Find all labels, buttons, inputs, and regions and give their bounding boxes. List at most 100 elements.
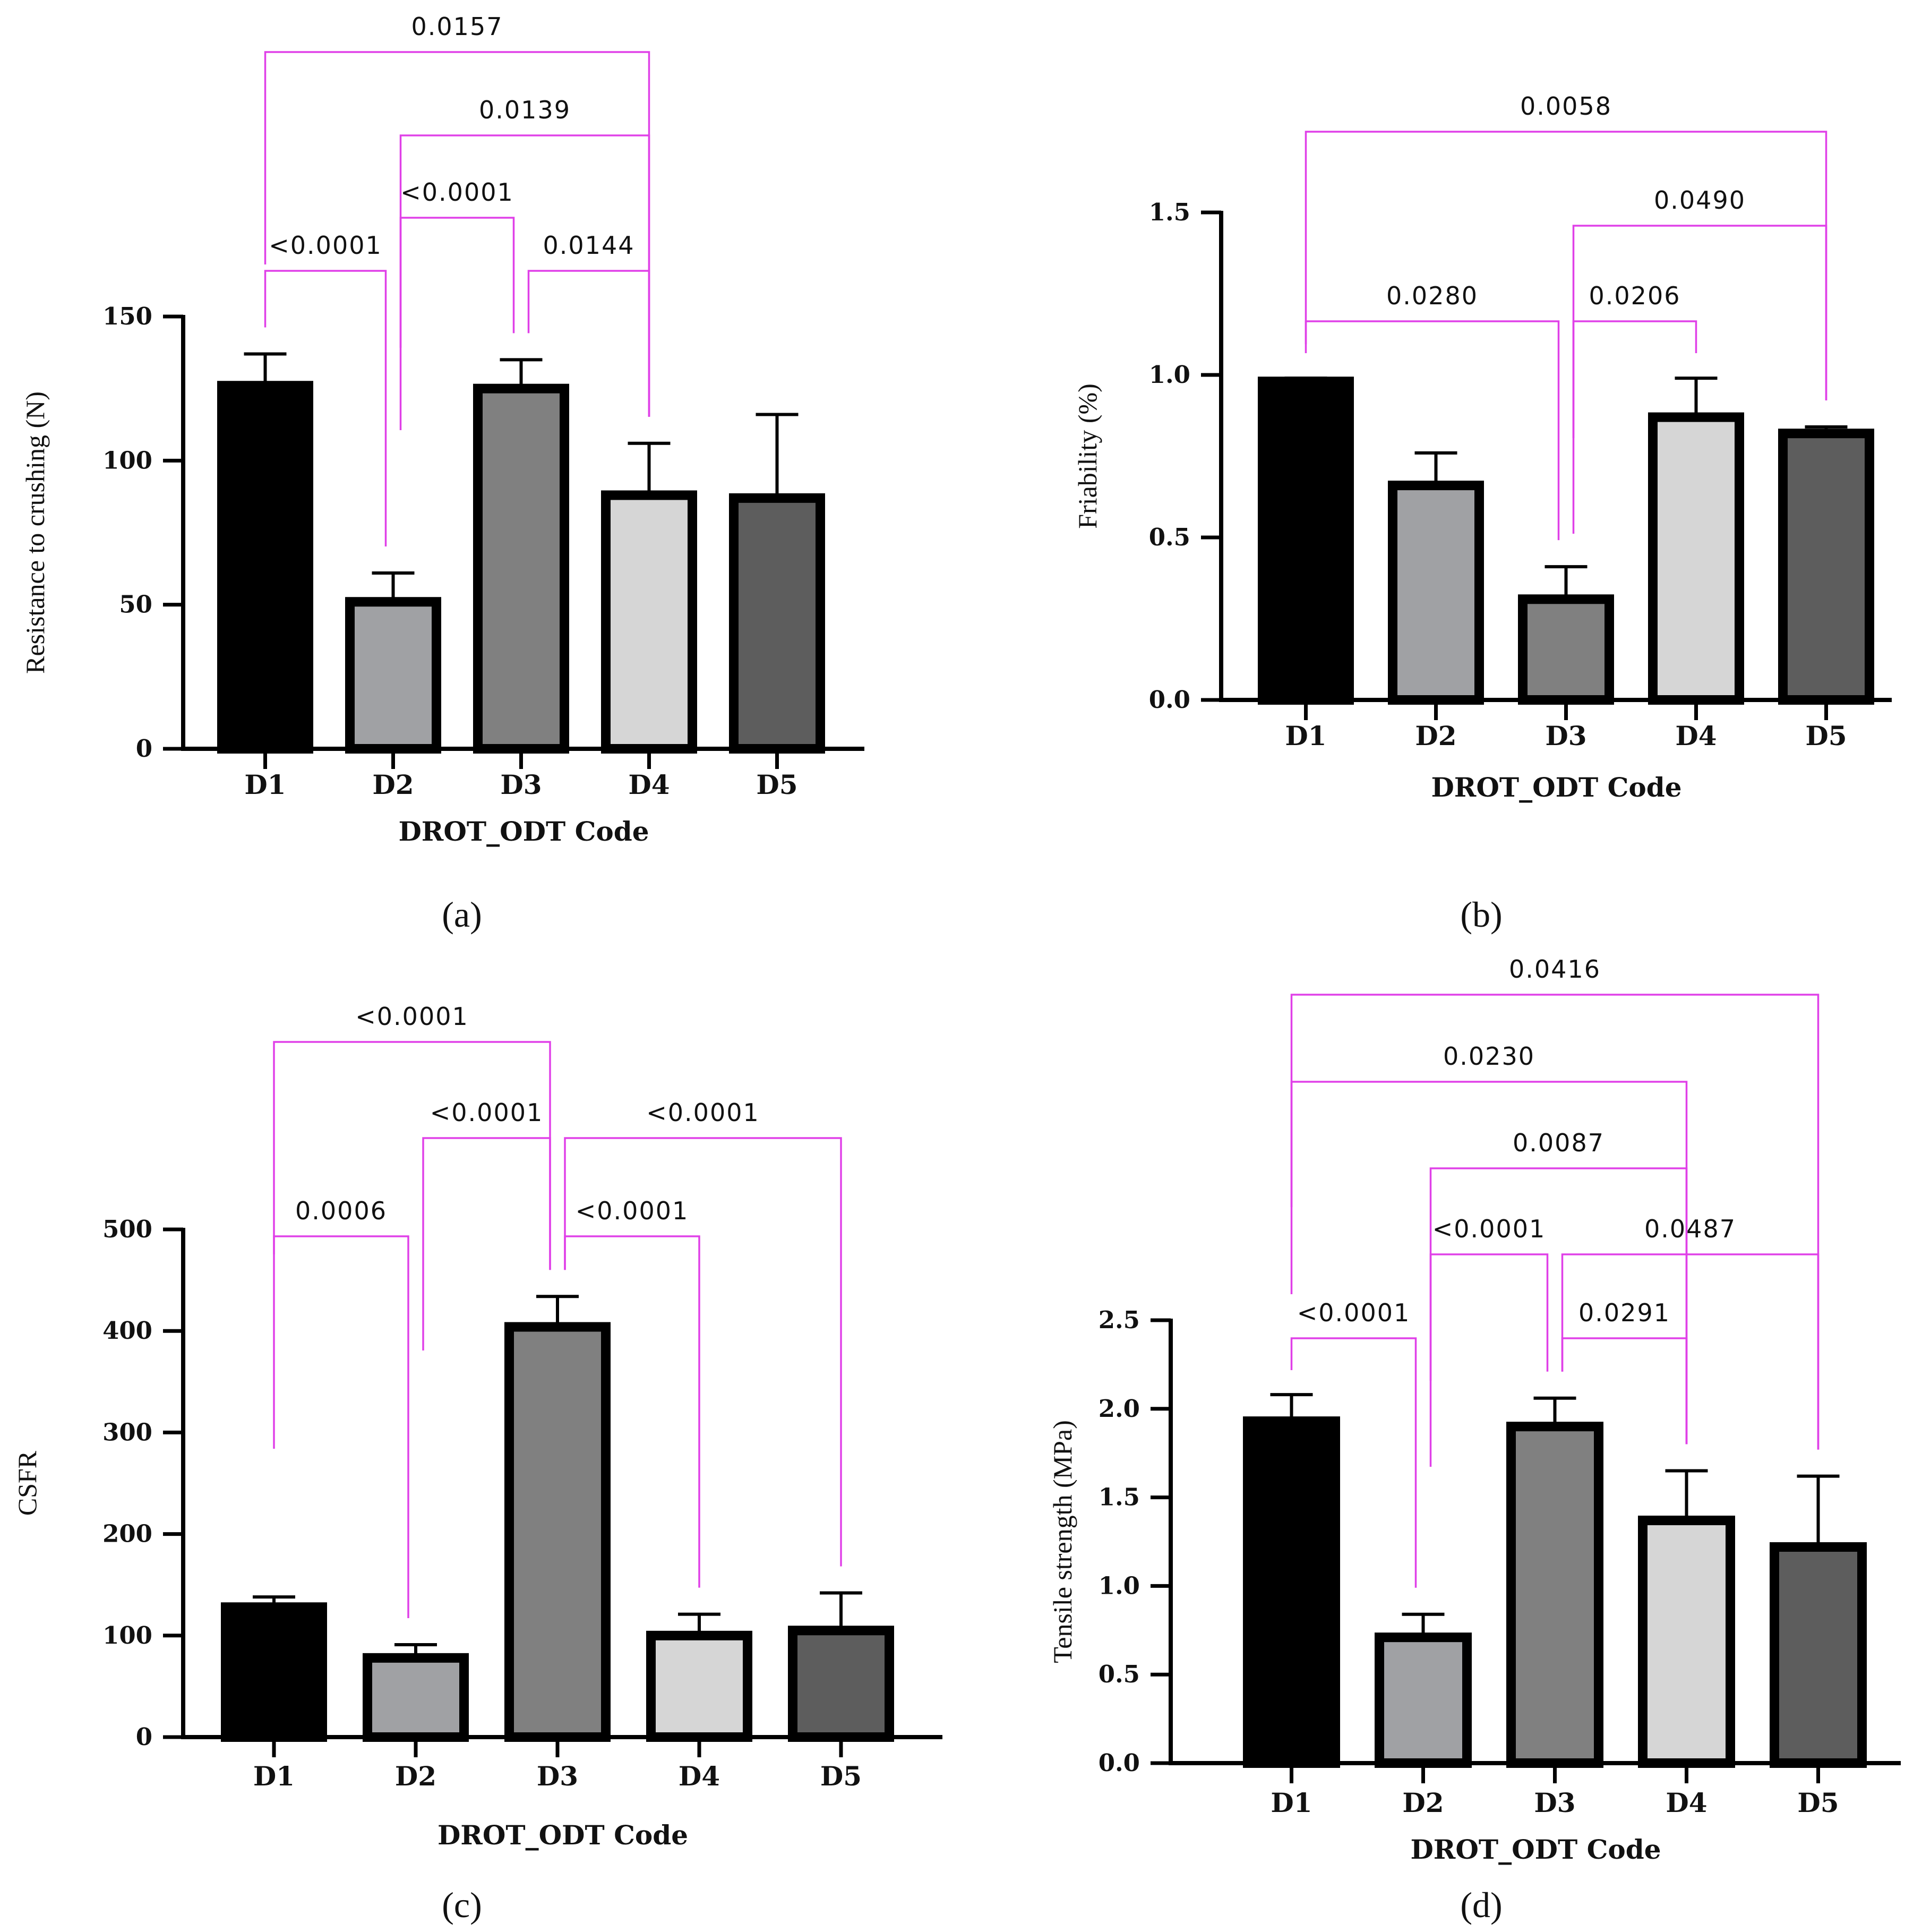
y-tick-label: 100 [102, 1621, 152, 1649]
p-value-label: <0.0001 [355, 1002, 469, 1031]
x-tick-label: D5 [1797, 1787, 1839, 1818]
p-value-label: 0.0058 [1520, 92, 1612, 121]
y-tick-label: 150 [102, 302, 152, 330]
x-tick-label: D1 [253, 1760, 295, 1792]
x-tick-label: D4 [1675, 720, 1717, 751]
bar-d4 [646, 1630, 752, 1742]
y-axis-title: Resistance to crushing (N) [20, 391, 50, 674]
p-value-label: <0.0001 [400, 178, 514, 207]
bar-d4 [1638, 1515, 1735, 1768]
significance-bracket [1290, 994, 1820, 1450]
significance-bracket [564, 1137, 842, 1567]
p-value-label: <0.0001 [646, 1098, 760, 1127]
panel-label: (d) [1460, 1885, 1502, 1925]
y-tick-label: 200 [102, 1520, 152, 1548]
p-value-label: 0.0157 [411, 12, 503, 41]
chart-panel-c: 0 100 200 300 400 500 D1 D2 D3 D4 D5 0.0006 <0.0001 <… [12, 1002, 942, 1925]
y-tick-label: 1.0 [1149, 361, 1190, 389]
x-tick-label: D4 [1666, 1787, 1707, 1818]
significance-bracket [264, 270, 387, 546]
significance-bracket [1572, 225, 1827, 438]
significance-bracket [1290, 1337, 1417, 1588]
p-value-label: 0.0144 [543, 231, 635, 260]
bar-d4 [601, 490, 697, 754]
p-value-label: 0.0206 [1589, 281, 1681, 310]
x-tick-label: D3 [537, 1760, 578, 1792]
bar-d1 [1243, 1416, 1340, 1768]
bar-d1 [221, 1602, 327, 1742]
x-tick-label: D4 [679, 1760, 720, 1792]
x-tick-label: D3 [1534, 1787, 1575, 1818]
y-tick-label: 100 [102, 446, 152, 474]
bar-d3 [1506, 1422, 1603, 1768]
bar-d2 [1388, 481, 1484, 705]
significance-bracket [264, 51, 650, 417]
significance-bracket [1305, 131, 1827, 400]
p-value-label: <0.0001 [269, 231, 382, 260]
x-tick-label: D5 [820, 1760, 862, 1792]
p-value-label: 0.0416 [1509, 955, 1601, 984]
p-value-label: 0.0087 [1513, 1129, 1604, 1157]
x-tick-label: D5 [1805, 720, 1847, 751]
y-tick-label: 2.0 [1099, 1395, 1140, 1423]
panel-label: (b) [1460, 894, 1502, 935]
x-tick-label: D4 [628, 769, 670, 800]
y-tick-label: 0.0 [1149, 686, 1190, 714]
bar-d5 [788, 1626, 894, 1742]
p-value-label: 0.0280 [1386, 281, 1478, 310]
x-axis-title: DROT_ODT Code [1431, 772, 1681, 803]
chart-panel-a: 0 50 100 150 D1 D2 D3 D4 D5 <0.0001 <0.0001 0.0144 0… [20, 12, 864, 935]
y-tick-label: 1.0 [1099, 1571, 1140, 1600]
x-tick-label: D1 [244, 769, 286, 800]
y-tick-label: 300 [102, 1418, 152, 1446]
bar-d3 [473, 383, 569, 754]
p-value-label: 0.0487 [1644, 1215, 1736, 1243]
bar-d2 [345, 597, 441, 754]
y-tick-label: 0.5 [1149, 523, 1190, 551]
bar-d5 [1770, 1542, 1867, 1768]
x-tick-label: D1 [1271, 1787, 1312, 1818]
x-axis-title: DROT_ODT Code [398, 816, 649, 847]
panel-label: (c) [442, 1885, 482, 1925]
bar-d5 [729, 493, 825, 754]
bar-d2 [363, 1653, 469, 1742]
significance-bracket [422, 1137, 551, 1350]
y-tick-label: 1.5 [1149, 198, 1190, 226]
x-axis-title: DROT_ODT Code [1410, 1834, 1661, 1865]
p-value-label: <0.0001 [576, 1196, 689, 1225]
x-tick-label: D2 [1402, 1787, 1444, 1818]
x-tick-label: D2 [1415, 720, 1456, 751]
significance-bracket [1561, 1253, 1820, 1450]
y-tick-label: 2.5 [1099, 1306, 1140, 1334]
p-value-label: 0.0139 [479, 96, 571, 124]
p-value-label: 0.0006 [295, 1196, 387, 1225]
p-value-label: <0.0001 [430, 1098, 544, 1127]
y-tick-label: 400 [102, 1317, 152, 1345]
bar-d5 [1778, 429, 1874, 705]
p-value-label: <0.0001 [1432, 1215, 1546, 1243]
y-tick-label: 0 [136, 734, 152, 763]
x-tick-label: D5 [756, 769, 797, 800]
x-tick-label: D2 [395, 1760, 436, 1792]
chart-panel-b: 0.0 0.5 1.0 1.5 D1 D2 D3 D4 D5 0.0280 0.0206 0.0490… [1072, 92, 1892, 935]
p-value-label: 0.0291 [1578, 1298, 1670, 1327]
y-tick-label: 50 [119, 591, 152, 619]
y-axis-title: Tensile strength (MPa) [1048, 1420, 1077, 1663]
significance-bracket [273, 1235, 409, 1619]
x-tick-label: D1 [1285, 720, 1326, 751]
y-tick-label: 500 [102, 1215, 152, 1243]
y-axis-title: CSFR [12, 1450, 42, 1516]
y-axis-title: Friability (%) [1072, 383, 1102, 529]
bar-d2 [1375, 1632, 1472, 1768]
x-tick-label: D2 [372, 769, 414, 800]
bar-d1 [1258, 377, 1354, 705]
y-tick-label: 1.5 [1099, 1483, 1140, 1511]
p-value-label: 0.0490 [1654, 186, 1746, 215]
p-value-label: 0.0230 [1443, 1042, 1535, 1071]
x-tick-label: D3 [500, 769, 542, 800]
significance-bracket [1290, 1081, 1688, 1444]
y-tick-label: 0 [136, 1723, 152, 1751]
x-tick-label: D3 [1545, 720, 1586, 751]
bar-d4 [1648, 412, 1744, 705]
